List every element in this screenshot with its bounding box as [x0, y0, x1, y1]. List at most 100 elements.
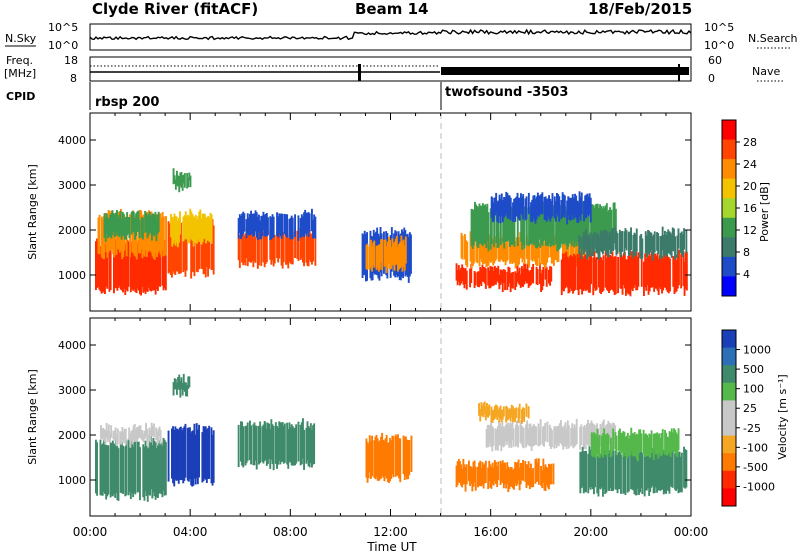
power-data-cell [299, 227, 302, 260]
velocity-data-cell [306, 421, 309, 461]
velocity-data-cell [492, 427, 495, 446]
power-data-cell [538, 195, 540, 217]
velocity-data-cell [598, 446, 601, 489]
power-data-cell [527, 270, 530, 288]
power-data-cell [635, 251, 638, 291]
power-data-cell [491, 239, 493, 262]
velocity-data-cell [608, 450, 611, 491]
velocity-data-cell [548, 424, 551, 447]
velocity-data-cell [299, 424, 302, 466]
velocity-data-cell [649, 434, 652, 458]
power-data-cell [504, 197, 507, 216]
velocity-data-cell [600, 449, 603, 488]
power-data-cell [629, 232, 631, 256]
velocity-data-cell [580, 424, 583, 446]
velocity-data-cell [181, 382, 184, 396]
velocity-data-cell [673, 428, 675, 453]
power-data-cell [604, 250, 607, 288]
power-data-cell [649, 232, 652, 253]
power-data-cell [238, 235, 241, 268]
power-data-cell [178, 218, 180, 243]
velocity-data-cell [610, 437, 612, 458]
power-data-cell [264, 229, 267, 264]
power-data-cell [238, 214, 241, 233]
power-data-cell [161, 212, 164, 251]
velocity-data-cell [311, 430, 313, 468]
power-data-cell [596, 233, 599, 254]
power-data-cell [476, 206, 479, 247]
power-data-cell [404, 236, 407, 264]
velocity-data-cell [136, 441, 139, 493]
power-data-cell [122, 245, 124, 293]
velocity-data-cell [472, 461, 475, 487]
velocity-data-cell [490, 466, 493, 489]
power-data-cell [492, 271, 495, 286]
power-data-cell [594, 258, 597, 291]
power-data-cell [263, 214, 266, 237]
power-ytick-label: 2000 [58, 224, 86, 237]
velocity-data-cell [575, 418, 578, 444]
power-data-cell [122, 217, 125, 258]
velocity-data-cell [96, 442, 98, 496]
power-data-cell [152, 243, 155, 291]
power-data-cell [455, 263, 458, 281]
velocity-data-cell [125, 440, 128, 496]
colorbar-swatch [722, 470, 736, 489]
velocity-data-cell [662, 449, 665, 495]
velocity-data-cell [607, 435, 610, 454]
velocity-data-cell [106, 430, 109, 443]
power-data-cell [500, 269, 503, 283]
power-data-cell [383, 239, 386, 267]
velocity-data-cell [376, 438, 379, 481]
velocity-data-cell [565, 428, 568, 450]
power-data-cell [640, 255, 643, 287]
velocity-data-cell [295, 424, 298, 464]
velocity-data-cell [116, 446, 119, 501]
power-data-cell [143, 214, 146, 257]
power-data-cell [128, 217, 131, 239]
power-data-cell [102, 244, 105, 292]
velocity-data-cell [589, 423, 592, 446]
power-data-cell [521, 266, 523, 287]
velocity-ytick-label: 1000 [58, 474, 86, 487]
power-data-cell [483, 205, 485, 244]
power-data-cell [675, 259, 678, 292]
velocity-data-cell [133, 424, 136, 441]
power-data-cell [507, 195, 510, 220]
freq-panel: Freq. [MHz] 18 8 60 0 Nave [4, 54, 785, 85]
power-data-cell [589, 232, 592, 257]
velocity-data-cell [504, 462, 506, 485]
velocity-data-cell [589, 449, 592, 490]
power-data-cell [671, 227, 674, 251]
power-data-cell [489, 266, 492, 289]
velocity-data-cell [104, 430, 107, 445]
velocity-data-cell [173, 430, 176, 487]
power-data-cell [510, 236, 513, 262]
power-data-cell [259, 220, 262, 240]
power-data-cell [179, 172, 182, 186]
power-data-cell [251, 226, 254, 261]
velocity-data-cell [549, 465, 551, 485]
power-data-cell [553, 196, 556, 219]
power-data-cell [146, 215, 149, 239]
velocity-data-cell [380, 436, 382, 479]
power-data-cell [261, 215, 264, 237]
velocity-data-cell [496, 405, 499, 420]
velocity-data-cell [536, 462, 539, 482]
velocity-data-cell [498, 407, 501, 423]
power-data-cell [548, 269, 550, 284]
power-data-cell [678, 249, 680, 286]
power-data-cell [502, 269, 505, 284]
velocity-data-cell [113, 443, 115, 495]
power-data-cell [667, 256, 670, 294]
power-data-cell [273, 234, 276, 264]
power-data-cell [584, 195, 587, 218]
power-data-cell [657, 258, 660, 295]
power-data-cell [366, 243, 369, 270]
velocity-data-cell [261, 426, 264, 462]
velocity-data-cell [656, 453, 658, 493]
power-data-cell [644, 231, 647, 254]
velocity-data-cell [188, 376, 191, 388]
power-data-cell [630, 251, 633, 290]
power-data-cell [531, 202, 534, 243]
